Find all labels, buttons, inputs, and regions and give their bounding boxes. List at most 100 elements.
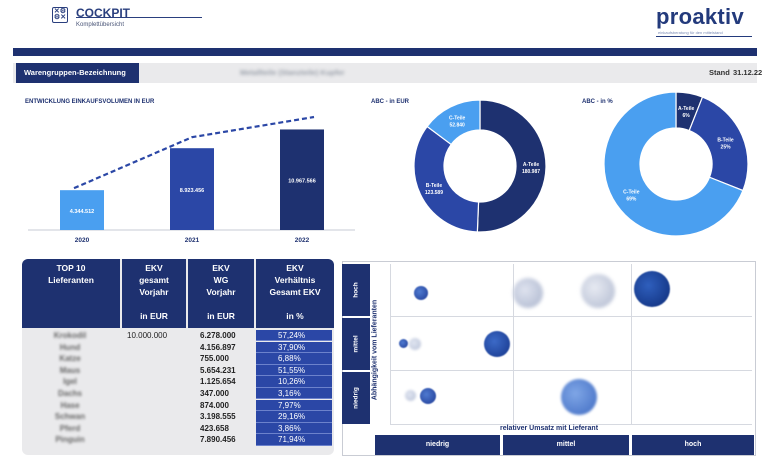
slice-B-Teile [688,96,749,192]
stand-label: Stand [709,68,730,77]
header-line: EKV [212,263,230,273]
header-line: Lieferanten [48,275,94,285]
slice-label: A-Teile [678,106,695,112]
header-line: Vorjahr [139,287,169,297]
ekv-pct-value: 71,94% [256,434,332,446]
ekv-gesamt-value [127,434,207,445]
header-line: in % [286,311,304,321]
supplier-bubble [399,339,408,348]
ekv-wg-value: 874.000 [200,400,229,410]
supplier-name: Dachs [57,389,82,398]
ekv-gesamt-value [127,388,207,399]
supplier-bubble [634,271,670,307]
info-bar [13,63,757,83]
matrix-gridline [390,370,752,371]
matrix-axis [390,424,752,425]
supplier-bubble [581,274,615,308]
supplier-bubble [513,278,543,308]
warengruppe-value: Metallteile (Stanzteile) Kupfer [240,68,345,77]
ekv-wg-value: 347.000 [200,389,229,398]
ekv-pct-value: 51,55% [256,364,332,377]
ekv-pct-value: 37,90% [256,341,332,353]
supplier-bubble [409,338,421,350]
stand-date: 31.12.22 [733,68,763,77]
matrix-gridline [390,316,752,317]
x-tick-label: 2020 [75,237,90,244]
donut-pct-title: ABC - in % [582,99,613,105]
ekv-wg-value: 755.000 [200,354,229,364]
x-tick-label: 2021 [185,237,200,244]
ekv-pct-value: 7,97% [256,399,332,411]
ekv-pct-value: 3,16% [256,388,332,400]
slice-C-Teile [603,91,744,237]
bar-2020 [60,190,104,230]
header-line: in EUR [140,311,168,321]
header-lieferanten: TOP 10 Lieferanten [22,259,120,328]
matrix-col-mittel: mittel [503,435,629,455]
matrix-row-label: mittel [352,335,360,353]
bar-value-label: 8.923.456 [180,188,204,194]
slice-label: C-Teile [623,189,640,195]
bar-2021 [170,148,214,230]
matrix-y-title-text: Abhängigkeit vom Lieferanten [371,299,379,401]
supplier-name: Krokodil [53,331,87,340]
cockpit-logo-icon: ✕⚙ ⚙✕ [52,7,68,23]
matrix-row-hoch: hoch [342,264,370,316]
supplier-name: Schwan [54,412,86,422]
supplier-name: Katze [59,354,81,364]
title-divider [76,17,202,18]
brand-logo: proaktiv [656,4,744,29]
matrix-axis [390,264,391,424]
header-line: Vorjahr [206,287,236,297]
ekv-pct-value: 3,86% [256,422,332,435]
ekv-pct-value: 57,24% [256,330,332,342]
bar-chart: 4.344.512 2020 8.923.456 2021 10.967.566 2022 [28,115,355,244]
supplier-matrix [342,261,756,456]
slice-C-Teile [426,99,481,146]
ekv-gesamt-value [127,353,207,364]
matrix-row-mittel: mittel [342,318,370,370]
header-line: Verhältnis [274,275,316,285]
ekv-wg-value: 1.125.654 [200,377,236,387]
supplier-bubble [414,286,428,300]
supplier-bubble [484,331,510,357]
supplier-name: Maus [59,365,81,375]
app-subtitle: Komplettübersicht [76,22,125,28]
matrix-col-niedrig: niedrig [375,435,500,455]
matrix-row-label: niedrig [352,387,360,409]
x-tick-label: 2022 [295,237,310,244]
ekv-gesamt-value [127,365,207,376]
supplier-name: Hase [60,400,80,410]
supplier-name: Igel [63,377,77,387]
header-bar [13,48,757,56]
matrix-row-label: hoch [352,282,360,298]
ekv-wg-value: 7.890.456 [200,435,236,445]
supplier-bubble [561,379,597,415]
slice-value-label: 6% [683,113,691,119]
matrix-gridline [631,264,632,424]
header-ekv-wg: EKV WG Vorjahr in EUR [188,259,254,328]
slice-label: B-Teile [426,183,443,189]
slice-label: C-Teile [449,115,466,121]
bar-chart-title: ENTWICKLUNG EINKAUFSVOLUMEN IN EUR [25,99,155,105]
ekv-gesamt-value [127,376,207,387]
supplier-bubble [405,390,416,401]
matrix-x-title: relativer Umsatz mit Lieferant [500,425,599,432]
ekv-pct-value: 6,88% [256,353,332,365]
slice-value-label: 52.840 [450,122,466,128]
matrix-gridline [513,264,514,424]
slice-value-label: 25% [721,145,732,151]
ekv-pct-value: 29,16% [256,411,332,423]
supplier-bubble [420,388,436,404]
bar-value-label: 4.344.512 [70,209,94,215]
matrix-y-title: Abhängigkeit vom Lieferanten [368,280,382,420]
header-line: in EUR [207,311,235,321]
ekv-gesamt-value [127,400,207,411]
donut-eur-title: ABC - in EUR [371,99,409,105]
brand-divider [656,36,752,37]
ekv-wg-value: 6.278.000 [200,331,236,340]
ekv-wg-value: 423.658 [200,423,229,433]
ekv-wg-value: 3.198.555 [200,412,236,422]
ekv-wg-value: 5.654.231 [200,365,236,375]
slice-value-label: 123.589 [425,190,443,196]
